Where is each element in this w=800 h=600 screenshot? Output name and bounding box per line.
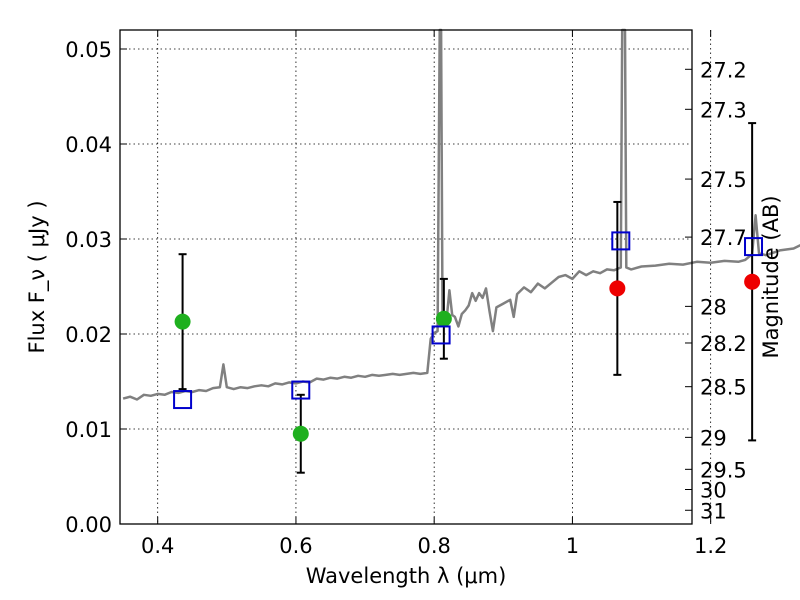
model-box-marker: [431, 325, 451, 345]
y-tick-label: 0.01: [65, 418, 112, 442]
y-tick-label: 0.03: [65, 228, 112, 252]
y-axis-ticks: 0.00 0.01 0.02 0.03 0.04 0.05: [65, 38, 127, 537]
y-tick-label: 0.00: [65, 513, 112, 537]
magnitude-tick-label: 28: [700, 295, 727, 319]
magnitude-tick-label: 29: [700, 426, 727, 450]
magnitude-tick-label: 27.7: [700, 226, 747, 250]
x-axis-ticks: 0.40.60.811.21.41.6: [141, 30, 727, 558]
red-data-point: [609, 280, 626, 297]
model-box-marker: [744, 237, 764, 257]
magnitude-tick-label: 27.5: [700, 168, 747, 192]
spectrum-line-group: [122, 28, 800, 401]
magnitude-tick-label: 28.2: [700, 332, 747, 356]
green-data-point: [174, 313, 191, 330]
model-box-marker: [291, 380, 311, 400]
magnitude-tick-label: 27.3: [700, 98, 747, 122]
magnitude-tick-label: 28.5: [700, 376, 747, 400]
x-axis-label: Wavelength λ (μm): [306, 564, 507, 588]
y-tick-label: 0.05: [65, 38, 112, 62]
plot-frame: [119, 29, 693, 525]
plot-background: [120, 30, 692, 524]
model-boxes-group: [173, 231, 764, 410]
y-axis-label: Flux F_ν ( μJy ): [25, 200, 50, 353]
y-tick-label: 0.04: [65, 133, 112, 157]
model-box-marker: [173, 390, 193, 410]
magnitude-tick-label: 31: [700, 499, 727, 523]
magnitude-axis-label: Magnitude (AB): [759, 195, 783, 358]
green-data-point: [435, 310, 452, 327]
x-tick-label: 1: [566, 534, 579, 558]
x-tick-label: 0.6: [279, 534, 312, 558]
red-data-point: [744, 273, 761, 290]
magnitude-tick-label: 30: [700, 479, 727, 503]
spectrum-line: [122, 28, 800, 401]
magnitude-tick-label: 29.5: [700, 458, 747, 482]
x-tick-label: 1.2: [694, 534, 727, 558]
x-tick-label: 0.8: [417, 534, 450, 558]
magnitude-tick-label: 27.2: [700, 58, 747, 82]
y-tick-label: 0.02: [65, 323, 112, 347]
x-tick-label: 0.4: [141, 534, 174, 558]
model-box-marker: [611, 231, 631, 251]
green-data-point: [292, 425, 309, 442]
data-points-group: [174, 273, 761, 442]
